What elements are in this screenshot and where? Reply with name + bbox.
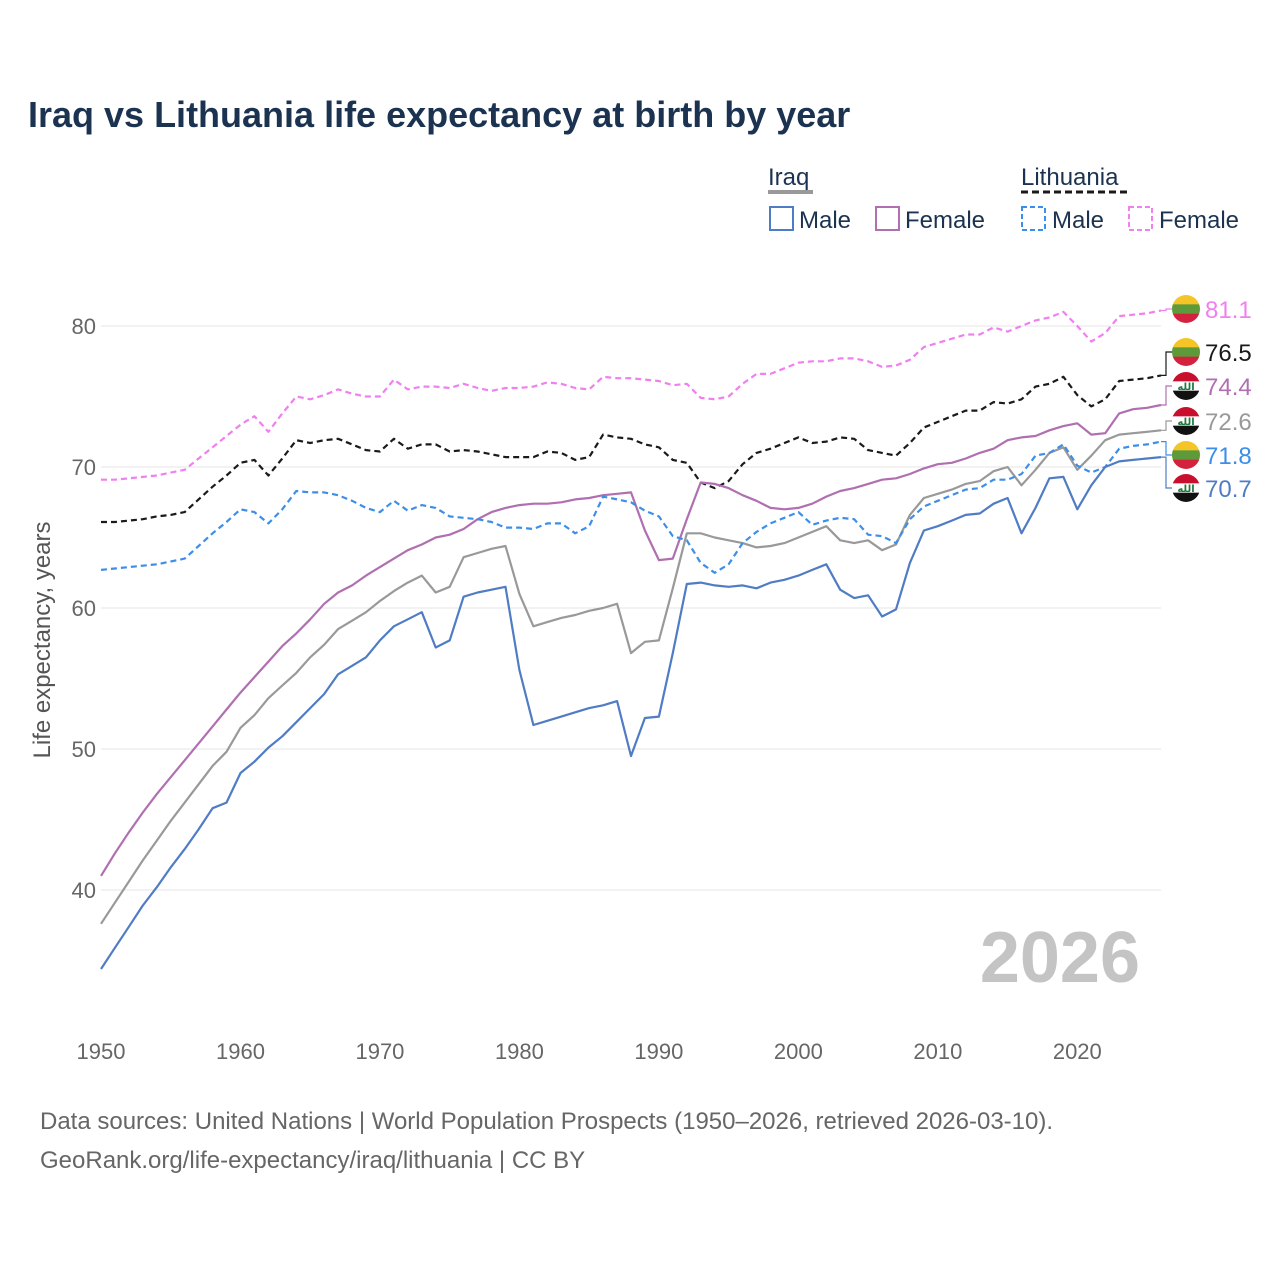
end-label-value: 72.6 — [1205, 409, 1252, 436]
iraq-flag-icon: الله — [1172, 474, 1200, 502]
chart-legend: Iraq Male Female Lithuania Male Female — [768, 164, 1239, 234]
series-line-iraq_total — [100, 429, 1162, 925]
legend-iraq-male-label: Male — [799, 207, 851, 234]
series-lines — [100, 309, 1162, 970]
legend-iraq-male-swatch — [769, 206, 794, 231]
end-label-connector — [1161, 351, 1172, 376]
end-label-connector — [1161, 308, 1172, 312]
series-line-iraq_female — [100, 403, 1162, 877]
end-label-value: 81.1 — [1205, 297, 1252, 324]
source-line: Data sources: United Nations | World Pop… — [40, 1108, 1054, 1135]
axis-ticks: 40 50 60 70 80 1950 1960 1970 1980 1990 2000 2010 20… — [72, 314, 1102, 1064]
lithuania-flag-icon — [1172, 441, 1200, 469]
lithuania-flag-icon — [1172, 295, 1200, 323]
x-tick-label: 1990 — [634, 1039, 683, 1064]
end-label-connectors — [1161, 308, 1172, 489]
line-chart: Iraq Male Female Lithuania Male Female L… — [29, 164, 1252, 1064]
y-tick-label: 60 — [72, 596, 96, 621]
x-tick-label: 2010 — [913, 1039, 962, 1064]
y-tick-label: 80 — [72, 314, 96, 339]
x-tick-label: 1970 — [355, 1039, 404, 1064]
x-tick-label: 1960 — [216, 1039, 265, 1064]
x-tick-label: 2020 — [1053, 1039, 1102, 1064]
svg-text:الله: الله — [1177, 417, 1194, 428]
legend-lithuania-male-swatch — [1021, 206, 1046, 231]
end-label-value: 70.7 — [1205, 476, 1252, 503]
series-line-lith_female — [101, 309, 1162, 481]
end-label-value: 74.4 — [1205, 374, 1252, 401]
end-label-value: 76.5 — [1205, 340, 1252, 367]
legend-country-lithuania: Lithuania — [1021, 164, 1119, 191]
legend-iraq-female-label: Female — [905, 207, 985, 234]
legend-iraq-female-swatch — [875, 206, 900, 231]
grid-lines — [101, 325, 1161, 891]
svg-text:الله: الله — [1177, 382, 1194, 393]
series-line-lith_total — [101, 374, 1162, 524]
legend-country-iraq: Iraq — [768, 164, 809, 191]
chart-title: Iraq vs Lithuania life expectancy at bir… — [28, 94, 851, 135]
series-line-lith_male — [100, 440, 1162, 574]
lithuania-flag-icon — [1172, 338, 1200, 366]
year-watermark: 2026 — [980, 918, 1140, 998]
y-axis-label: Life expectancy, years — [29, 521, 56, 758]
y-tick-label: 40 — [72, 878, 96, 903]
y-tick-label: 50 — [72, 737, 96, 762]
x-tick-label: 2000 — [774, 1039, 823, 1064]
legend-lithuania-female-label: Female — [1159, 207, 1239, 234]
end-labels: 81.1 76.5 الله 74.4 الله 72.6 71.8 الله 70.7 — [1161, 295, 1252, 503]
svg-text:الله: الله — [1177, 484, 1194, 495]
end-label-connector — [1161, 441, 1172, 456]
legend-lithuania-male-label: Male — [1052, 207, 1104, 234]
end-label-connector — [1161, 385, 1172, 406]
end-label-value: 71.8 — [1205, 443, 1252, 470]
iraq-flag-icon: الله — [1172, 407, 1200, 435]
x-tick-label: 1980 — [495, 1039, 544, 1064]
iraq-flag-icon: الله — [1172, 372, 1200, 400]
end-label-connector — [1161, 456, 1172, 489]
legend-lithuania-female-swatch — [1128, 206, 1153, 231]
x-tick-label: 1950 — [77, 1039, 126, 1064]
series-line-iraq_male — [100, 456, 1162, 970]
end-label-connector — [1161, 420, 1172, 431]
source-link[interactable]: GeoRank.org/life-expectancy/iraq/lithuan… — [40, 1147, 586, 1174]
y-tick-label: 70 — [72, 455, 96, 480]
